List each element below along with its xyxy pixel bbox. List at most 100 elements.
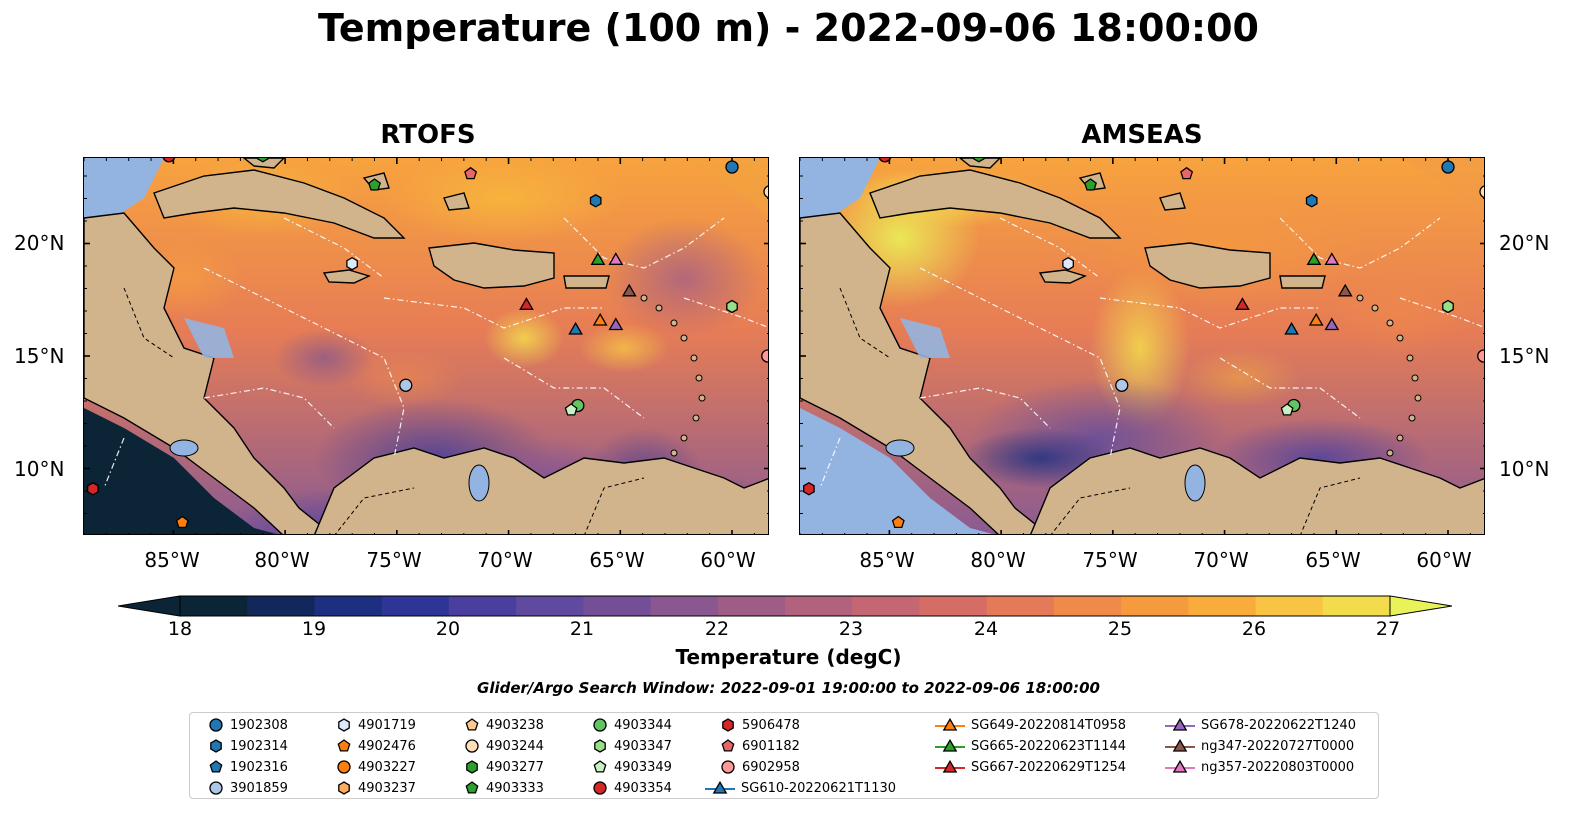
legend-item-4903237: 4903237 [336, 780, 416, 796]
legend-label: 4903349 [614, 759, 672, 775]
colorbar-tick: 24 [973, 618, 999, 640]
lon-label: 75°W [1082, 548, 1138, 572]
marker-SG667-20220629T1254[interactable] [1235, 297, 1250, 310]
marker-4901719[interactable] [1062, 256, 1074, 271]
colorbar-bin [180, 596, 248, 616]
triangle-marker-icon [935, 759, 965, 773]
marker-4903347[interactable] [1442, 299, 1454, 314]
marker-SG678-20220622T1240[interactable] [608, 317, 624, 331]
marker-6901182[interactable] [1180, 166, 1194, 180]
marker-4903354[interactable] [162, 158, 176, 163]
marker-1902308[interactable] [1441, 160, 1455, 174]
marker-4903347[interactable] [726, 299, 738, 314]
legend-label: 4903354 [614, 780, 672, 796]
marker-4903277[interactable] [972, 158, 985, 163]
search-window-text: Glider/Argo Search Window: 2022-09-01 19… [477, 679, 1100, 697]
colorbar-bin [717, 596, 786, 616]
marker-1902308[interactable] [725, 160, 739, 174]
marker-SG665-20220623T1144[interactable] [1306, 252, 1322, 265]
triangle-marker-icon [1165, 738, 1195, 752]
colorbar-tick: 22 [704, 618, 730, 640]
marker-ng357-20220803T0000[interactable] [1324, 252, 1340, 265]
marker-4903354[interactable] [878, 158, 892, 163]
marker-SG667-20220629T1254[interactable] [519, 297, 534, 310]
lon-label: 60°W [1416, 548, 1472, 572]
colorbar-tick: 27 [1375, 618, 1401, 640]
marker-4903349[interactable] [564, 403, 578, 416]
marker-6901182[interactable] [464, 166, 478, 180]
colorbar-bin [1121, 596, 1189, 616]
marker-4901719[interactable] [346, 256, 358, 271]
lat-label: 10°N [1499, 457, 1550, 481]
legend-item-4902476: 4902476 [336, 738, 416, 754]
marker-4902476[interactable] [175, 515, 189, 529]
marker-5906478[interactable] [803, 482, 815, 496]
marker-4903244[interactable] [763, 185, 769, 199]
marker-SG649-20220814T0958[interactable] [592, 312, 608, 326]
circle-marker-icon [209, 781, 223, 795]
figure-title: Temperature (100 m) - 2022-09-06 18:00:0… [317, 6, 1259, 50]
hexagon-marker-icon [210, 739, 222, 753]
pentagon-marker-icon [337, 739, 351, 752]
colorbar-tick: 20 [435, 618, 461, 640]
marker-ng347-20220727T0000[interactable] [621, 283, 637, 297]
marker-6902958[interactable] [1477, 349, 1485, 363]
map-amseas[interactable] [799, 157, 1485, 535]
colorbar-bin [1322, 596, 1391, 616]
marker-3901859[interactable] [399, 378, 413, 392]
colorbar-bin [1053, 596, 1122, 616]
marker-ng347-20220727T0000[interactable] [1337, 283, 1353, 297]
legend-item-4903344: 4903344 [592, 717, 672, 733]
legend-label: 4903344 [614, 717, 672, 733]
marker-4903244[interactable] [1479, 185, 1485, 199]
legend-label: SG649-20220814T0958 [971, 717, 1127, 733]
colorbar-label: Temperature (degC) [675, 645, 902, 669]
marker-1902314[interactable] [589, 194, 602, 208]
legend-item-ng357-20220803T0000: ng357-20220803T0000 [1165, 759, 1354, 775]
legend-item-4903238: 4903238 [464, 717, 544, 733]
marker-3901859[interactable] [1115, 378, 1129, 392]
marker-SG610-20220621T1130[interactable] [1284, 321, 1299, 335]
pentagon-marker-icon [465, 718, 479, 731]
colorbar-under-arrow [117, 595, 181, 617]
circle-marker-icon [593, 781, 607, 795]
triangle-marker-icon [705, 780, 735, 794]
legend-label: 1902308 [230, 717, 288, 733]
colorbar-bin [448, 596, 517, 616]
colorbar-over-arrow [1389, 595, 1453, 617]
legend-label: 4903277 [486, 759, 544, 775]
legend-item-1902314: 1902314 [208, 738, 288, 754]
marker-5906478[interactable] [87, 482, 99, 496]
triangle-marker-icon [1165, 759, 1195, 773]
marker-4903349[interactable] [1280, 403, 1294, 416]
colorbar-tick: 18 [167, 618, 193, 640]
marker-SG665-20220623T1144[interactable] [590, 252, 606, 265]
marker-4903277[interactable] [256, 158, 269, 163]
circle-marker-icon [465, 739, 479, 753]
marker-1902314[interactable] [1305, 194, 1318, 208]
pentagon-marker-icon [209, 760, 223, 773]
marker-6902958[interactable] [761, 349, 769, 363]
colorbar-bin [583, 596, 652, 616]
marker-SG610-20220621T1130[interactable] [568, 321, 583, 335]
lat-label: 15°N [1499, 344, 1550, 368]
legend: 1902308 1902314 1902316 3901859 4901719 49024… [189, 712, 1379, 799]
map-rtofs[interactable] [83, 157, 769, 535]
legend-item-SG665-20220623T1144: SG665-20220623T1144 [935, 738, 1126, 754]
legend-item-5906478: 5906478 [720, 717, 800, 733]
marker-4903333[interactable] [368, 178, 381, 191]
marker-4902476[interactable] [891, 515, 905, 529]
colorbar-bin [986, 596, 1055, 616]
lon-label: 85°W [144, 548, 200, 572]
lon-label: 65°W [1305, 548, 1361, 572]
hexagon-marker-icon [338, 781, 350, 795]
legend-item-4903277: 4903277 [464, 759, 544, 775]
marker-ng357-20220803T0000[interactable] [608, 252, 624, 265]
legend-label: 1902316 [230, 759, 288, 775]
marker-SG678-20220622T1240[interactable] [1324, 317, 1340, 331]
marker-4903333[interactable] [1084, 178, 1097, 191]
hexagon-marker-icon [338, 718, 350, 732]
marker-SG649-20220814T0958[interactable] [1308, 312, 1324, 326]
hexagon-marker-icon [594, 739, 606, 753]
panel-title-amseas: AMSEAS [1081, 120, 1203, 150]
